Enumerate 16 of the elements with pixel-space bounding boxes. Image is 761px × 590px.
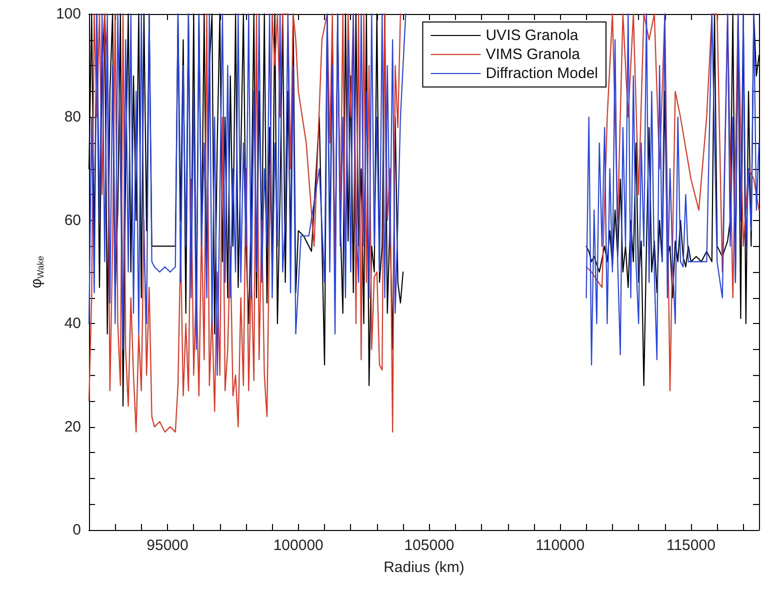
x-tick-label: 115000	[666, 537, 716, 554]
legend-label: UVIS Granola	[486, 27, 579, 44]
legend-label: Diffraction Model	[486, 65, 598, 82]
y-tick-label: 60	[64, 212, 81, 229]
x-tick-label: 100000	[273, 537, 324, 554]
y-tick-label: 80	[64, 108, 81, 126]
y-tick-label: 0	[72, 522, 81, 538]
x-tick-label: 105000	[404, 537, 454, 554]
y-tick-label: 20	[64, 418, 81, 436]
legend-label: VIMS Granola	[486, 46, 581, 63]
x-tick-label: 95000	[146, 537, 188, 554]
x-axis-title: Radius (km)	[384, 559, 464, 576]
x-tick-label: 110000	[536, 537, 585, 554]
y-tick-label: 40	[64, 315, 81, 332]
y-tick-label: 100	[56, 6, 81, 22]
y-axis-title: φWake	[28, 256, 46, 288]
